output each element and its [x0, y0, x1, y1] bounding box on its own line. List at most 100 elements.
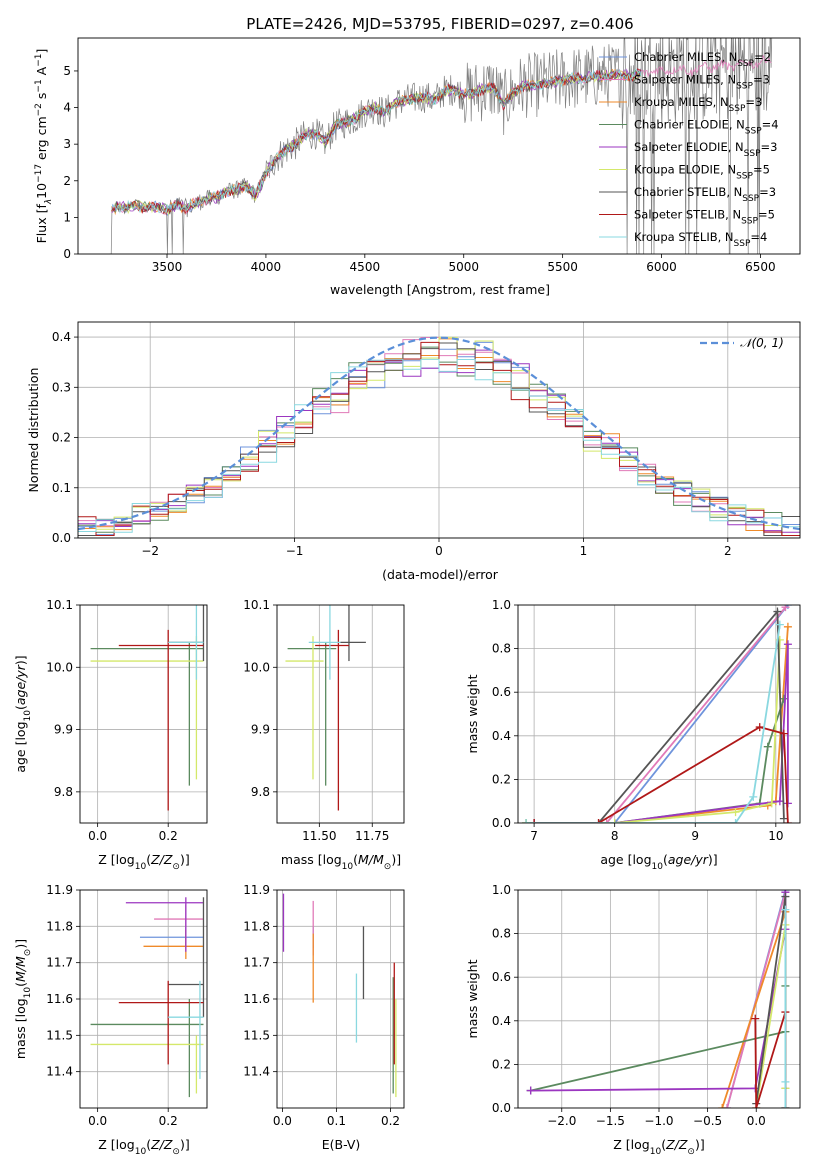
axes-frame — [517, 889, 801, 1109]
x-tick-label: 0.0 — [273, 1114, 292, 1128]
y-tick-label: 10.1 — [46, 598, 73, 612]
y-tick-label: 11.7 — [46, 956, 73, 970]
axes-frame — [79, 604, 208, 824]
x-tick-label: 3500 — [152, 260, 183, 274]
y-tick-label: 10.0 — [243, 660, 270, 674]
weight_vs_Z-axes: −2.0 −1.5 −1.0 −0.5 0.0 0.0 0.2 0.4 0.6 0.8 1.0 mas… — [465, 883, 801, 1157]
weight-series-marker — [731, 808, 740, 817]
y-tick-label: 0.1 — [52, 481, 71, 495]
y-tick-label: 0.2 — [492, 1057, 511, 1071]
legend-entry: Chabrier ELODIE, NSSP=4 — [634, 118, 779, 137]
model-spectrum-line — [111, 68, 642, 216]
y-axis-label: Flux [fλ10−17 erg cm−2 s−1 A−1] — [34, 49, 54, 244]
legend-entry: Salpeter STELIB, NSSP=5 — [634, 208, 775, 227]
model-spectrum-line — [111, 68, 642, 216]
weight-series-marker — [767, 799, 776, 808]
age_vs_Z-axes: 0.0 0.2 9.8 9.9 10.0 10.1 age [log10(age/yr)] Z… — [13, 598, 208, 872]
weight-series-marker — [763, 742, 772, 751]
y-tick-label: 0.6 — [492, 685, 511, 699]
mass_vs_Z-axes-plot-area — [80, 890, 207, 1108]
weight-series-marker — [749, 792, 758, 801]
legend-entry: Salpeter MILES, NSSP=3 — [634, 73, 770, 92]
weight-series-line — [526, 639, 781, 823]
x-tick-label: 5000 — [448, 260, 479, 274]
axes-frame — [517, 604, 801, 824]
y-tick-label: 1.0 — [492, 883, 511, 897]
x-tick-label: 11.75 — [355, 829, 389, 843]
x-tick-label: −0.5 — [693, 1114, 722, 1128]
y-tick-label: 9.8 — [251, 785, 270, 799]
x-axis-label: Z [log10(Z/Z⊙)] — [98, 852, 189, 872]
legend-entry: Salpeter ELODIE, NSSP=3 — [634, 140, 777, 159]
x-tick-label: −2 — [141, 544, 159, 558]
axes-frame — [276, 604, 405, 824]
weight-series-marker — [781, 605, 790, 612]
y-tick-label: 0.0 — [52, 531, 71, 545]
weight-series-marker — [755, 723, 764, 732]
y-tick-label: 9.9 — [251, 723, 270, 737]
axes-frame — [77, 321, 801, 539]
weight-series-marker — [781, 1104, 790, 1108]
legend-entry: Kroupa MILES, NSSP=3 — [634, 95, 762, 114]
x-tick-label: 6500 — [745, 260, 776, 274]
y-tick-label: 3 — [63, 137, 71, 151]
y-tick-label: 11.4 — [46, 1065, 73, 1079]
x-tick-label: 0.0 — [747, 1114, 766, 1128]
legend-entry: 𝒩(0, 1) — [740, 336, 784, 350]
y-tick-label: 0.3 — [52, 380, 71, 394]
y-tick-label: 1 — [63, 210, 71, 224]
legend-entry: Kroupa ELODIE, NSSP=5 — [634, 163, 770, 182]
residual-histogram — [78, 341, 800, 536]
y-tick-label: 0.2 — [492, 772, 511, 786]
x-tick-label: −1.0 — [644, 1114, 673, 1128]
y-tick-label: 11.9 — [243, 883, 270, 897]
residuals-axes-plot-area — [78, 322, 800, 538]
x-tick-label: 0.2 — [381, 1114, 400, 1128]
model-spectrum-line — [111, 69, 642, 213]
x-tick-label: 8 — [611, 829, 619, 843]
x-tick-label: 6000 — [646, 260, 677, 274]
x-axis-label: E(B-V) — [322, 1137, 361, 1152]
x-tick-label: 0 — [435, 544, 443, 558]
legend-entry: Kroupa STELIB, NSSP=4 — [634, 230, 767, 249]
mass_vs_Z-axes: 0.0 0.2 11.4 11.5 11.6 11.7 11.8 11.9 mass [log1… — [13, 883, 208, 1157]
y-tick-label: 9.9 — [54, 723, 73, 737]
model-spectrum-line — [111, 68, 642, 217]
weight-series-line — [526, 698, 785, 823]
weight-series-marker — [752, 1104, 761, 1108]
weight-series-marker — [723, 1104, 732, 1108]
model-spectrum-line — [111, 68, 642, 213]
y-tick-label: 0.0 — [492, 1101, 511, 1115]
mass_vs_ebv-axes: 0.0 0.1 0.2 11.4 11.5 11.6 11.7 11.8 11.9 E(B-V) — [243, 883, 405, 1152]
weight_vs_age-axes: 7 8 9 10 0.0 0.2 0.4 0.6 0.8 1.0 mass weight age [l… — [465, 598, 801, 872]
weight-series-marker — [779, 729, 788, 738]
x-tick-label: 4500 — [350, 260, 381, 274]
y-tick-label: 11.9 — [46, 883, 73, 897]
y-tick-label: 4 — [63, 101, 71, 115]
weight-series-line — [534, 606, 787, 823]
y-tick-label: 11.5 — [243, 1028, 270, 1042]
weight-series-marker — [610, 819, 619, 823]
y-tick-label: 0.0 — [492, 816, 511, 830]
x-axis-label: age [log10(age/yr)] — [600, 852, 717, 872]
x-tick-label: 0.0 — [88, 1114, 107, 1128]
y-tick-label: 0.2 — [52, 431, 71, 445]
weight-series-line — [534, 609, 785, 823]
y-axis-label: age [log10(age/yr)] — [13, 655, 33, 772]
age_vs_Z-axes-plot-area — [80, 605, 207, 823]
y-tick-label: 9.8 — [54, 785, 73, 799]
weight-series-line — [755, 896, 787, 1108]
x-tick-label: 0.2 — [159, 829, 178, 843]
x-axis-label: (data-model)/error — [382, 567, 499, 582]
x-tick-label: 0.2 — [159, 1114, 178, 1128]
x-axis-label: Z [log10(Z/Z⊙)] — [613, 1137, 704, 1157]
y-axis-label: mass weight — [465, 674, 480, 753]
x-tick-label: −1 — [286, 544, 304, 558]
y-tick-label: 11.4 — [243, 1065, 270, 1079]
legend-entry: Chabrier MILES, NSSP=2 — [634, 50, 771, 69]
y-tick-label: 10.0 — [46, 660, 73, 674]
y-axis-label: Normed distribution — [26, 368, 41, 493]
y-tick-label: 1.0 — [492, 598, 511, 612]
weight-series-marker — [781, 905, 790, 914]
